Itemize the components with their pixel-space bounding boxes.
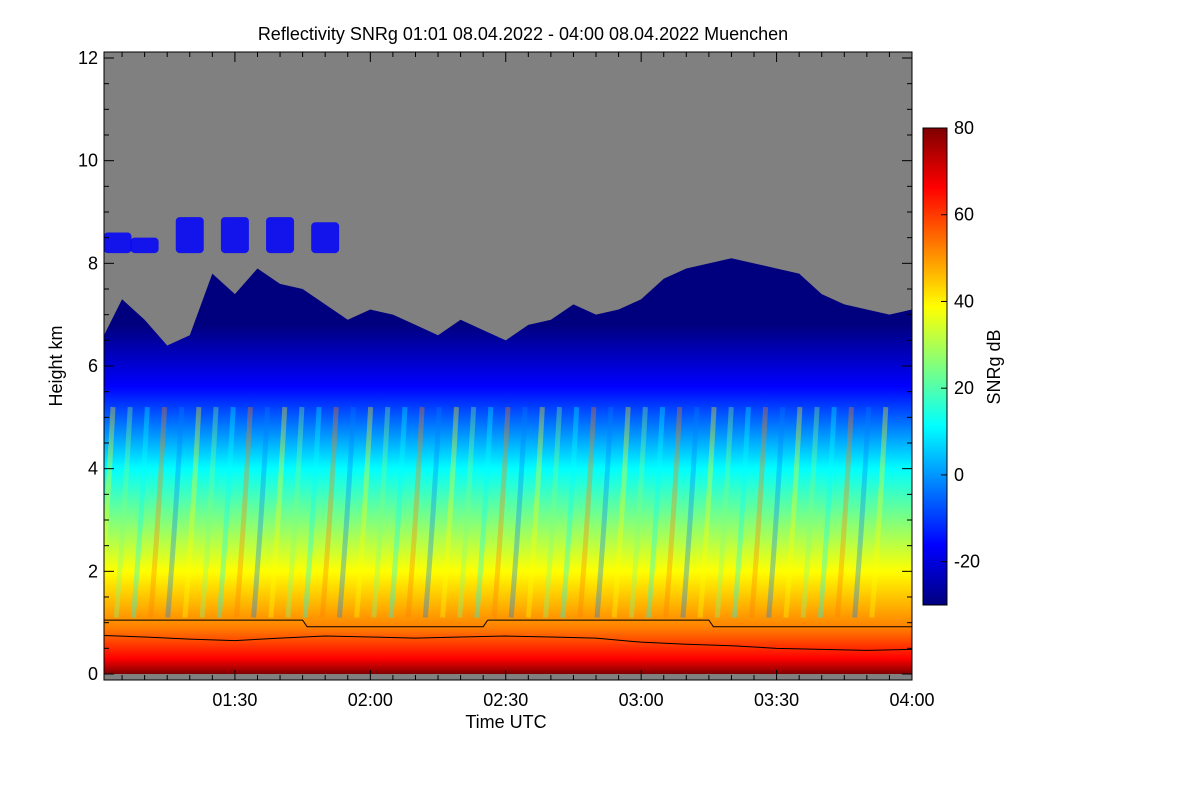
fallstreak	[268, 406, 288, 618]
fallstreak	[405, 406, 425, 618]
upper-cloud-patch	[175, 217, 204, 254]
colorbar-tick-label: 0	[954, 465, 964, 485]
colorbar-label: SNRg dB	[984, 329, 1004, 404]
y-axis: 0 2 4 6 8 10 12	[78, 48, 912, 684]
fallstreak	[216, 406, 236, 618]
colorbar-tick-label: 80	[954, 118, 974, 138]
fallstreak	[697, 406, 717, 618]
fallstreak	[354, 406, 374, 618]
upper-cloud-patch	[104, 232, 132, 254]
upper-cloud-patch	[266, 217, 295, 254]
upper-cloud-patch	[220, 217, 249, 254]
x-tick-label: 01:30	[212, 690, 257, 710]
fallstreak	[474, 406, 494, 618]
fallstreak	[148, 406, 168, 618]
fallstreak	[560, 406, 580, 618]
fallstreak	[233, 406, 253, 618]
fallstreak	[336, 406, 356, 618]
chart-title: Reflectivity SNRg 01:01 08.04.2022 - 04:…	[258, 24, 788, 44]
fallstreak	[371, 406, 391, 618]
x-tick-label: 02:30	[483, 690, 528, 710]
fallstreak	[422, 406, 442, 618]
fallstreak	[817, 406, 837, 618]
x-tick-label: 03:00	[619, 690, 664, 710]
fallstreak	[766, 406, 786, 618]
upper-cloud-patch	[311, 222, 340, 254]
fallstreak	[852, 406, 872, 618]
fallstreak	[800, 406, 820, 618]
colorbar	[922, 127, 948, 606]
fallstreak	[749, 406, 769, 618]
fallstreak	[834, 406, 854, 618]
upper-cloud-layer	[104, 217, 340, 254]
fallstreak	[104, 406, 116, 587]
y-tick-label: 4	[88, 459, 98, 479]
fallstreak	[199, 406, 219, 618]
fallstreak	[714, 406, 734, 618]
y-tick-label: 2	[88, 561, 98, 581]
fallstreak	[251, 406, 271, 618]
fallstreak	[663, 406, 683, 618]
fallstreak	[491, 406, 511, 618]
x-tick-label: 03:30	[754, 690, 799, 710]
colorbar-tick-label: 20	[954, 378, 974, 398]
fallstreak	[543, 406, 563, 618]
fallstreak	[508, 406, 528, 618]
fallstreak	[869, 406, 889, 618]
fallstreaks	[104, 406, 889, 618]
y-axis-label: Height km	[46, 325, 66, 406]
fallstreak	[182, 406, 202, 618]
boundary-layer-line	[104, 619, 912, 628]
y-tick-label: 12	[78, 48, 98, 68]
plot-area	[104, 52, 912, 680]
fallstreak	[113, 406, 133, 618]
y-tick-label: 0	[88, 664, 98, 684]
colorbar-tick-label: 60	[954, 205, 974, 225]
fallstreak	[577, 406, 597, 618]
fallstreak	[165, 406, 185, 618]
fallstreak	[525, 406, 545, 618]
mixing-layer-line	[104, 635, 912, 651]
fallstreak	[731, 406, 751, 618]
fallstreak	[457, 406, 477, 618]
fallstreak	[680, 406, 700, 618]
fallstreak	[130, 406, 150, 618]
y-tick-label: 10	[78, 151, 98, 171]
colorbar-tick-label: 40	[954, 291, 974, 311]
colorbar-ticks: -20 0 20 40 60 80	[941, 118, 980, 572]
fallstreak	[302, 406, 322, 618]
fallstreak	[628, 406, 648, 618]
x-tick-label: 02:00	[348, 690, 393, 710]
x-tick-label: 04:00	[889, 690, 934, 710]
fallstreak	[594, 406, 614, 618]
fallstreak	[611, 406, 631, 618]
fallstreak	[319, 406, 339, 618]
x-axis-label: Time UTC	[465, 712, 546, 732]
fallstreak	[783, 406, 803, 618]
fallstreak	[646, 406, 666, 618]
x-axis: 01:30 02:00 02:30 03:00 03:30 04:00	[121, 52, 935, 710]
upper-cloud-patch	[130, 237, 159, 254]
echo-field	[104, 258, 912, 674]
fallstreak	[388, 406, 408, 618]
y-tick-label: 8	[88, 253, 98, 273]
fallstreak	[439, 406, 459, 618]
y-tick-label: 6	[88, 356, 98, 376]
colorbar-tick-label: -20	[954, 552, 980, 572]
fallstreak	[285, 406, 305, 618]
